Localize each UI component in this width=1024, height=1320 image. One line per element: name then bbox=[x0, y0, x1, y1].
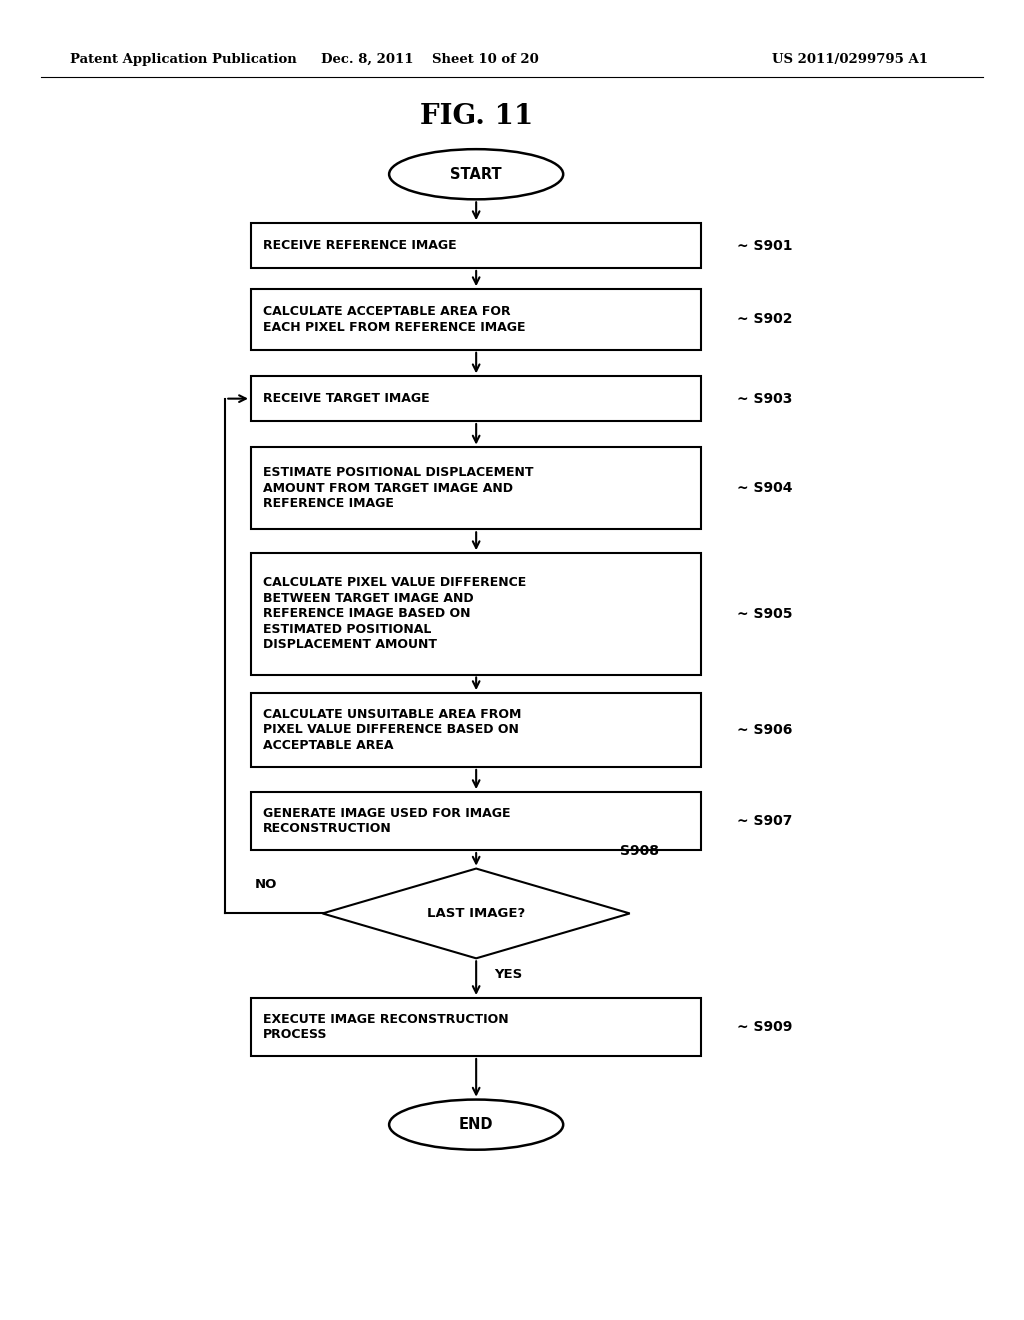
Text: S908: S908 bbox=[620, 843, 658, 858]
Text: GENERATE IMAGE USED FOR IMAGE
RECONSTRUCTION: GENERATE IMAGE USED FOR IMAGE RECONSTRUC… bbox=[263, 807, 511, 836]
Ellipse shape bbox=[389, 149, 563, 199]
Text: ~ S909: ~ S909 bbox=[737, 1020, 793, 1034]
Text: ~ S906: ~ S906 bbox=[737, 723, 793, 737]
Text: LAST IMAGE?: LAST IMAGE? bbox=[427, 907, 525, 920]
Text: CALCULATE ACCEPTABLE AREA FOR
EACH PIXEL FROM REFERENCE IMAGE: CALCULATE ACCEPTABLE AREA FOR EACH PIXEL… bbox=[263, 305, 525, 334]
Text: CALCULATE PIXEL VALUE DIFFERENCE
BETWEEN TARGET IMAGE AND
REFERENCE IMAGE BASED : CALCULATE PIXEL VALUE DIFFERENCE BETWEEN… bbox=[263, 577, 526, 651]
FancyBboxPatch shape bbox=[251, 223, 701, 268]
FancyBboxPatch shape bbox=[251, 376, 701, 421]
FancyBboxPatch shape bbox=[251, 553, 701, 675]
Text: Patent Application Publication: Patent Application Publication bbox=[70, 53, 296, 66]
FancyBboxPatch shape bbox=[251, 998, 701, 1056]
Text: START: START bbox=[451, 166, 502, 182]
Ellipse shape bbox=[389, 1100, 563, 1150]
Text: EXECUTE IMAGE RECONSTRUCTION
PROCESS: EXECUTE IMAGE RECONSTRUCTION PROCESS bbox=[263, 1012, 509, 1041]
Text: NO: NO bbox=[255, 878, 278, 891]
Text: CALCULATE UNSUITABLE AREA FROM
PIXEL VALUE DIFFERENCE BASED ON
ACCEPTABLE AREA: CALCULATE UNSUITABLE AREA FROM PIXEL VAL… bbox=[263, 708, 521, 752]
FancyBboxPatch shape bbox=[251, 693, 701, 767]
Text: ~ S902: ~ S902 bbox=[737, 313, 793, 326]
Text: RECEIVE REFERENCE IMAGE: RECEIVE REFERENCE IMAGE bbox=[263, 239, 457, 252]
FancyBboxPatch shape bbox=[251, 792, 701, 850]
FancyBboxPatch shape bbox=[251, 447, 701, 529]
Text: ~ S901: ~ S901 bbox=[737, 239, 793, 252]
Text: RECEIVE TARGET IMAGE: RECEIVE TARGET IMAGE bbox=[263, 392, 430, 405]
Text: FIG. 11: FIG. 11 bbox=[420, 103, 532, 129]
Text: END: END bbox=[459, 1117, 494, 1133]
Text: ~ S907: ~ S907 bbox=[737, 814, 793, 828]
FancyBboxPatch shape bbox=[251, 289, 701, 350]
Text: ~ S905: ~ S905 bbox=[737, 607, 793, 620]
Text: YES: YES bbox=[495, 968, 523, 981]
Text: ESTIMATE POSITIONAL DISPLACEMENT
AMOUNT FROM TARGET IMAGE AND
REFERENCE IMAGE: ESTIMATE POSITIONAL DISPLACEMENT AMOUNT … bbox=[263, 466, 534, 511]
Text: US 2011/0299795 A1: US 2011/0299795 A1 bbox=[772, 53, 928, 66]
Text: Dec. 8, 2011    Sheet 10 of 20: Dec. 8, 2011 Sheet 10 of 20 bbox=[322, 53, 539, 66]
Polygon shape bbox=[323, 869, 630, 958]
Text: ~ S904: ~ S904 bbox=[737, 482, 793, 495]
Text: ~ S903: ~ S903 bbox=[737, 392, 793, 405]
